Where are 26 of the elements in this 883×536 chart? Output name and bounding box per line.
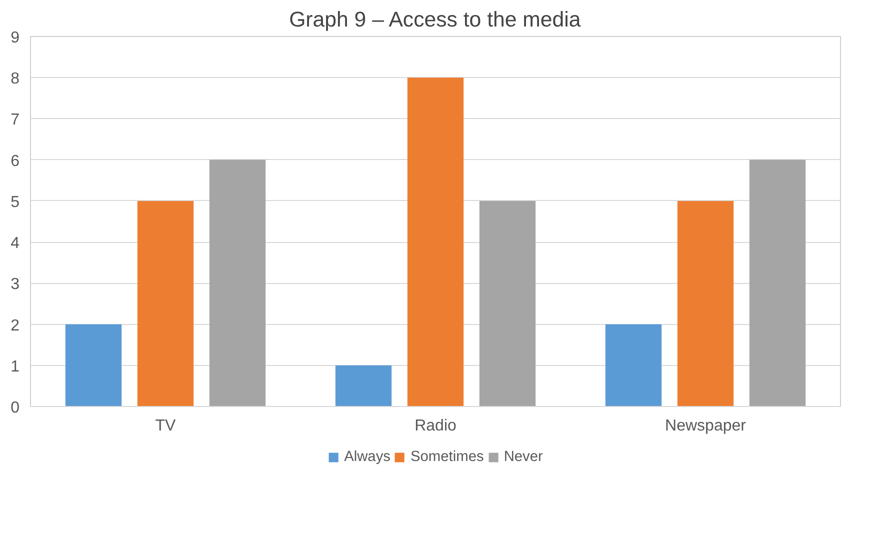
bar: [677, 200, 734, 406]
bar: [209, 160, 266, 406]
y-tick-label: 1: [10, 358, 20, 376]
y-tick-label: 8: [10, 70, 20, 88]
y-tick-label: 3: [10, 276, 20, 294]
y-tick-label: 0: [10, 400, 20, 416]
bar: [137, 200, 194, 406]
y-tick-label: 5: [10, 194, 20, 211]
chart-title: Graph 9 – Access to the media: [289, 8, 581, 32]
y-tick-label: 4: [10, 235, 20, 252]
legend-label: Always: [344, 449, 391, 465]
bar: [479, 200, 536, 406]
y-tick-label: 2: [10, 317, 20, 334]
bar: [749, 160, 806, 406]
bar: [65, 324, 122, 406]
y-tick-label: 9: [10, 30, 20, 46]
bar: [605, 324, 662, 406]
y-tick-label: 6: [10, 152, 20, 170]
x-tick-label: Newspaper: [665, 418, 747, 434]
legend-label: Sometimes: [410, 449, 484, 465]
x-tick-label: TV: [155, 418, 176, 434]
bar: [335, 365, 392, 406]
y-tick-label: 7: [10, 112, 20, 129]
bar: [407, 78, 464, 406]
x-tick-label: Radio: [414, 418, 457, 434]
legend-label: Never: [504, 449, 543, 465]
